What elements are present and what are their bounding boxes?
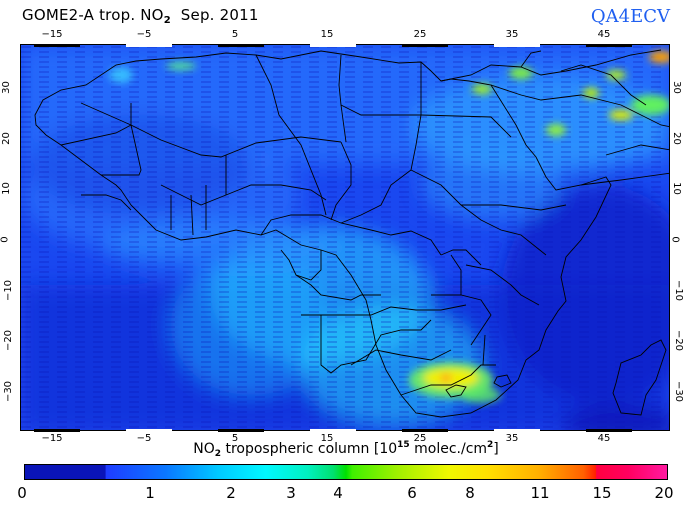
y-tick-label-left: 10	[0, 182, 12, 195]
x-tick-label-top: 35	[505, 29, 519, 40]
axis-tick-segment	[218, 429, 264, 432]
colorbar-tick-label: 4	[333, 484, 343, 502]
colorbar-tick-label: 0	[17, 484, 27, 502]
y-tick-label-left: −10	[3, 279, 15, 302]
y-tick-label-right: −30	[673, 380, 685, 403]
axis-tick-segment	[310, 429, 356, 432]
axis-tick-segment	[126, 429, 172, 432]
x-tick-label-top: 15	[320, 29, 334, 40]
cb-title-end: ]	[493, 441, 499, 457]
axis-tick-segment	[402, 429, 448, 432]
y-tick-label-right: 30	[670, 81, 682, 94]
x-tick-label-top: 25	[413, 29, 427, 40]
y-tick-label-right: −20	[673, 329, 685, 352]
brand-logo: QA4ECV	[590, 6, 670, 27]
axis-tick-segment	[218, 44, 264, 47]
colorbar-tick-label: 11	[530, 484, 550, 502]
x-tick-label-bottom: 5	[231, 433, 239, 444]
title-text: GOME2-A trop. NO	[22, 6, 164, 24]
y-tick-label-left: 20	[0, 132, 12, 145]
y-tick-label-left: 0	[0, 236, 11, 243]
colorbar-tick-label: 6	[407, 484, 417, 502]
y-tick-label-right: 0	[669, 236, 681, 243]
colorbar-tick-label: 3	[286, 484, 296, 502]
cb-title-sub: 2	[214, 449, 221, 459]
axis-tick-segment	[494, 429, 540, 432]
cb-title-mid: tropospheric column [10	[221, 441, 398, 457]
x-tick-label-bottom: 45	[597, 433, 611, 444]
axis-tick-segment	[402, 44, 448, 47]
title-subscript: 2	[163, 15, 171, 26]
y-tick-label-right: 10	[670, 182, 682, 195]
colorbar-title: NO2 tropospheric column [1015 molec./cm2…	[0, 440, 692, 459]
cb-title-exp2: 2	[487, 440, 494, 450]
y-tick-label-left: 30	[0, 81, 12, 94]
axis-tick-segment	[126, 44, 172, 47]
cb-title-exp: 15	[397, 440, 410, 450]
map-title: GOME2-A trop. NO2 Sep. 2011	[22, 6, 259, 26]
colorbar-tick-label: 2	[226, 484, 236, 502]
x-tick-label-top: −5	[136, 29, 152, 40]
axis-tick-segment	[586, 429, 632, 432]
x-tick-label-bottom: −15	[41, 433, 63, 444]
axis-tick-segment	[310, 44, 356, 47]
axis-tick-segment	[34, 44, 80, 47]
title-date: Sep. 2011	[180, 6, 259, 24]
x-tick-label-top: 5	[231, 29, 239, 40]
no2-heatmap	[21, 45, 669, 430]
colorbar-tick-label: 20	[654, 484, 674, 502]
colorbar	[24, 464, 668, 480]
y-tick-label-left: −30	[3, 380, 15, 403]
axis-tick-segment	[586, 44, 632, 47]
y-tick-label-right: 20	[670, 132, 682, 145]
map-plot	[20, 44, 670, 431]
x-tick-label-top: 45	[597, 29, 611, 40]
y-tick-label-right: −10	[673, 279, 685, 302]
x-tick-label-bottom: −5	[136, 433, 152, 444]
x-tick-label-bottom: 25	[413, 433, 427, 444]
axis-tick-segment	[34, 429, 80, 432]
y-tick-label-left: −20	[3, 329, 15, 352]
cb-title-units: molec./cm	[409, 441, 488, 457]
country-borders	[34, 49, 669, 418]
cb-title-no: NO	[193, 441, 215, 457]
colorbar-tick-label: 1	[145, 484, 155, 502]
x-tick-label-bottom: 15	[320, 433, 334, 444]
colorbar-tick-label: 15	[592, 484, 612, 502]
axis-tick-segment	[494, 44, 540, 47]
colorbar-tick-label: 8	[465, 484, 475, 502]
x-tick-label-bottom: 35	[505, 433, 519, 444]
x-tick-label-top: −15	[41, 29, 63, 40]
